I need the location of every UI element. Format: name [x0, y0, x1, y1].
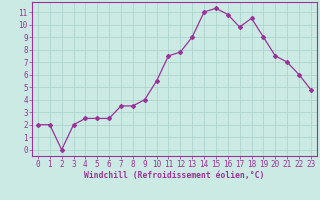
X-axis label: Windchill (Refroidissement éolien,°C): Windchill (Refroidissement éolien,°C)	[84, 171, 265, 180]
